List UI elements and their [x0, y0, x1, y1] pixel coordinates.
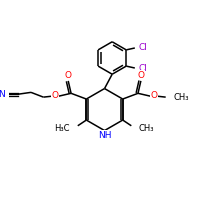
- Text: Cl: Cl: [139, 64, 148, 73]
- Text: O: O: [137, 71, 144, 80]
- Text: CH₃: CH₃: [139, 124, 154, 133]
- Text: O: O: [51, 91, 58, 100]
- Text: Cl: Cl: [139, 43, 148, 52]
- Text: CH₃: CH₃: [173, 93, 189, 102]
- Text: O: O: [65, 71, 72, 80]
- Text: N: N: [0, 90, 5, 99]
- Text: O: O: [151, 91, 158, 100]
- Text: NH: NH: [98, 131, 111, 140]
- Text: H₃C: H₃C: [55, 124, 70, 133]
